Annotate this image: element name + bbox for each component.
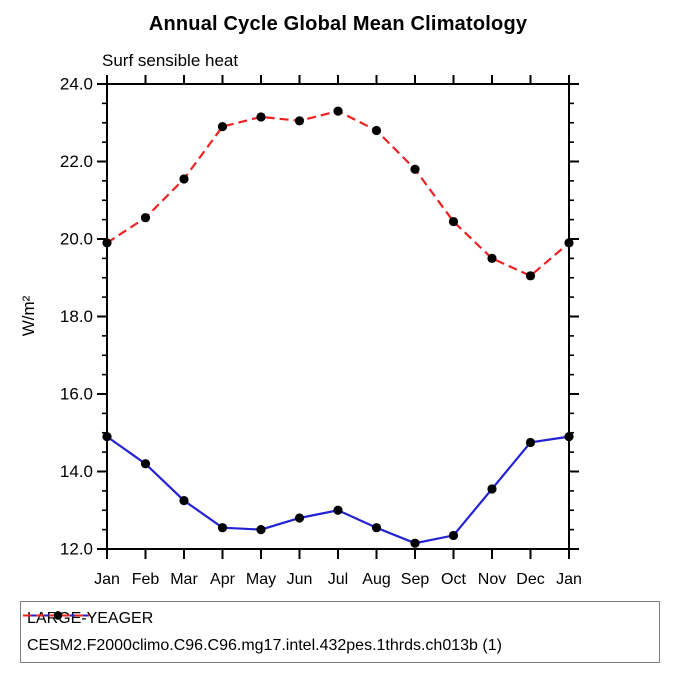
x-tick-label: Apr	[210, 571, 236, 588]
data-point-marker	[333, 106, 343, 116]
data-point-marker	[410, 538, 420, 548]
y-tick-label: 24.0	[60, 75, 93, 94]
legend: LARGE-YEAGER CESM2.F2000climo.C96.C96.mg…	[20, 601, 660, 663]
legend-line-sample-dashed	[23, 611, 89, 620]
y-tick-label: 12.0	[60, 540, 93, 559]
data-point-marker	[179, 495, 189, 506]
y-tick-label: 14.0	[60, 462, 93, 481]
x-tick-label: Oct	[441, 571, 466, 588]
data-point-marker	[140, 459, 151, 469]
data-point-marker	[217, 523, 228, 533]
data-point-marker	[102, 432, 112, 442]
y-tick-label: 20.0	[60, 230, 93, 249]
series-line-0	[106, 435, 570, 545]
y-tick-label: 18.0	[60, 307, 93, 326]
x-tick-label: Dec	[516, 571, 544, 588]
data-point-marker	[179, 174, 189, 184]
chart-title: Annual Cycle Global Mean Climatology	[148, 13, 528, 35]
x-tick-label: Jun	[287, 571, 313, 588]
y-tick-label: 16.0	[60, 385, 93, 404]
data-point-marker	[487, 253, 497, 263]
data-point-marker	[294, 116, 305, 126]
x-tick-label: May	[246, 571, 276, 588]
legend-row-large-yeager: LARGE-YEAGER	[21, 605, 659, 632]
data-point-marker	[294, 513, 305, 523]
legend-label-cesm2: CESM2.F2000climo.C96.C96.mg17.intel.432p…	[27, 636, 502, 654]
data-point-marker	[487, 484, 497, 494]
data-point-marker	[333, 505, 343, 515]
data-point-marker	[371, 523, 382, 533]
x-tick-label: Jul	[328, 571, 348, 588]
y-tick-label: 22.0	[60, 152, 93, 171]
x-tick-label: Aug	[362, 571, 390, 588]
data-point-marker	[371, 125, 382, 136]
chart-subtitle: Surf sensible heat	[102, 51, 239, 70]
data-point-marker	[256, 525, 266, 535]
data-point-marker	[102, 238, 112, 248]
legend-row-cesm2: CESM2.F2000climo.C96.C96.mg17.intel.432p…	[21, 611, 659, 659]
x-tick-label: Sep	[401, 571, 430, 588]
x-tick-label: Feb	[132, 571, 160, 588]
data-point-marker	[525, 437, 536, 448]
data-point-marker	[525, 271, 536, 281]
y-axis-title: W/m²	[19, 295, 38, 336]
data-point-marker	[448, 216, 459, 227]
data-point-marker	[256, 112, 266, 122]
series-line-1	[106, 109, 570, 278]
data-point-marker	[140, 213, 151, 223]
x-tick-label: Jan	[94, 571, 120, 588]
x-tick-label: Jan	[556, 571, 582, 588]
data-point-marker	[217, 122, 228, 132]
data-point-marker	[564, 432, 574, 442]
x-tick-label: Nov	[478, 571, 506, 588]
data-point-marker	[564, 238, 574, 248]
data-point-marker	[448, 530, 459, 541]
data-point-marker	[410, 164, 420, 174]
x-tick-label: Mar	[170, 571, 198, 588]
